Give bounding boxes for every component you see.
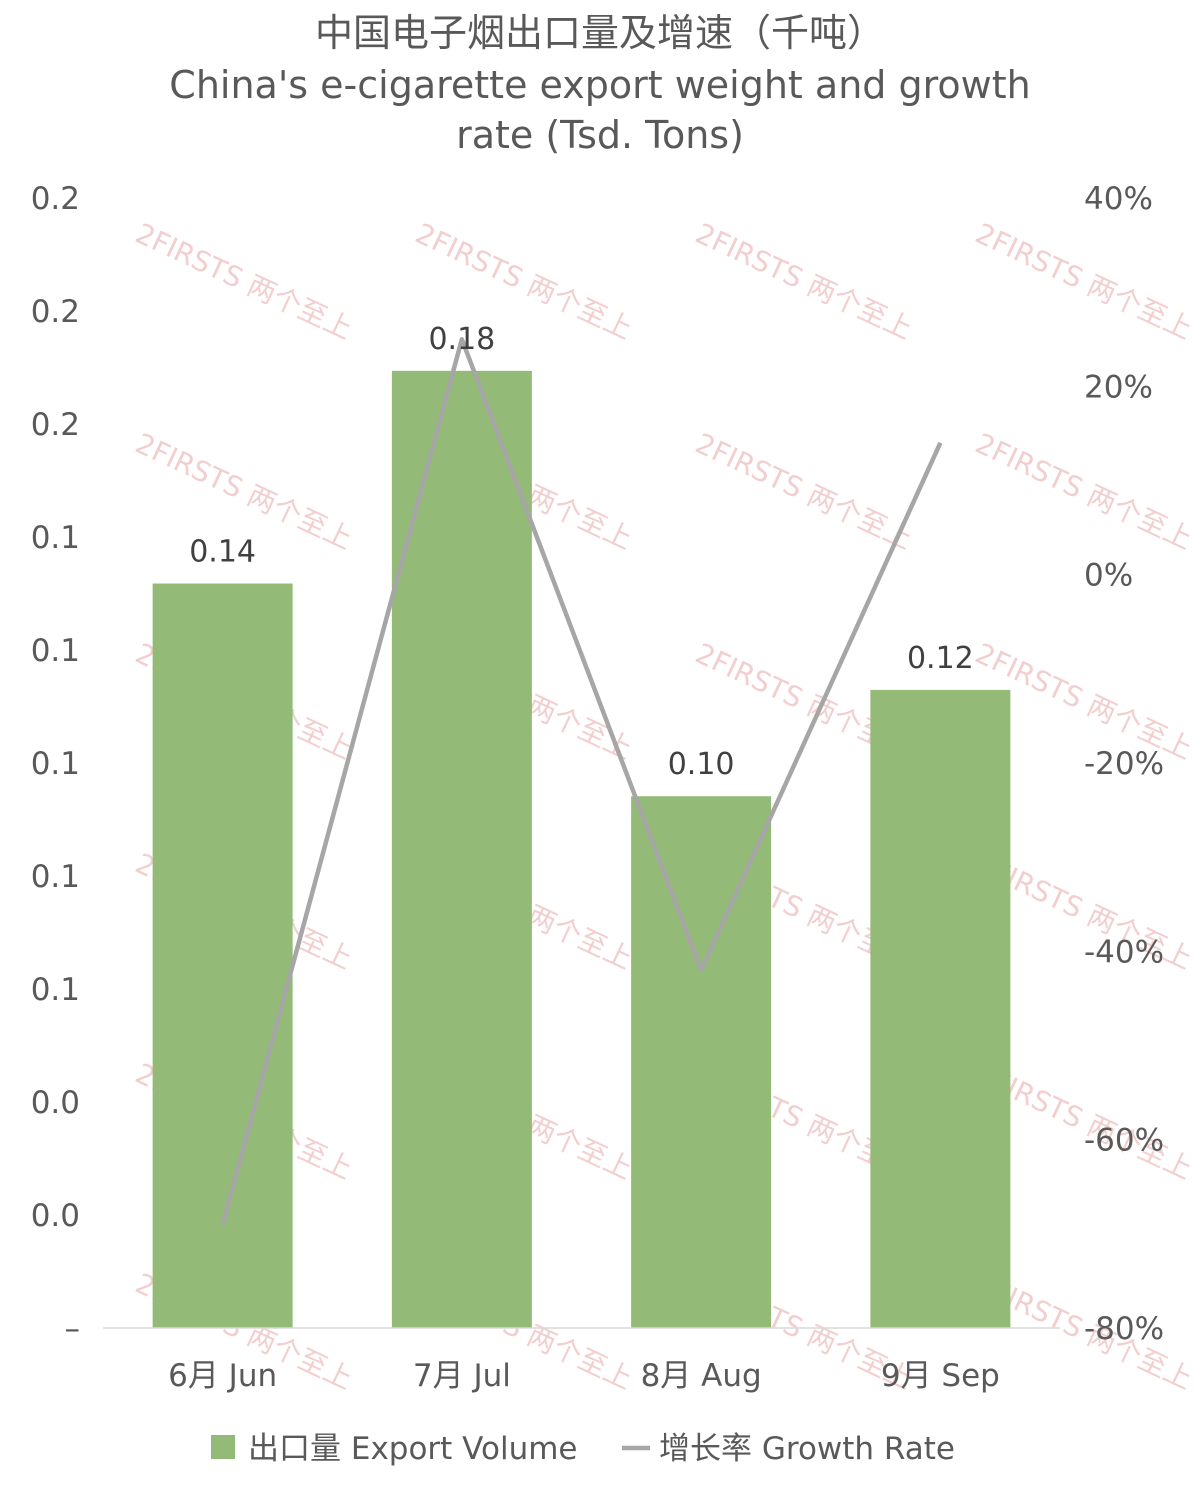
watermark-text: 2FIRSTS 两个至上 (130, 217, 357, 346)
right-axis-tick: -20% (1084, 746, 1164, 782)
left-axis-tick: – (65, 1311, 81, 1347)
legend: 出口量 Export Volume 增长率 Growth Rate (211, 1431, 955, 1467)
right-axis-tick: 0% (1084, 558, 1133, 594)
x-axis-tick: 7月 Jul (413, 1358, 511, 1394)
growth-line-layer (220, 337, 943, 1226)
growth-rate-line (220, 337, 943, 1226)
axes-layer: – 0.0 0.0 0.1 0.1 0.1 0.1 0.1 0.2 0.2 0.2 -80% -60% -… (31, 181, 1164, 1394)
legend-line-label: 增长率 Growth Rate (659, 1431, 955, 1467)
chart-title-en-line2: rate (Tsd. Tons) (456, 113, 744, 157)
left-axis-tick: 0.0 (31, 1198, 80, 1234)
left-axis-tick: 0.2 (31, 407, 80, 443)
watermark-text: 2FIRSTS 两个至上 (690, 427, 917, 556)
watermark-text: 2FIRSTS 两个至上 (970, 217, 1197, 346)
bar-4 (870, 689, 1011, 1328)
data-label-3: 0.10 (668, 747, 735, 782)
x-axis-tick: 8月 Aug (641, 1358, 762, 1394)
data-label-4: 0.12 (907, 641, 974, 676)
left-axis-tick: 0.2 (31, 181, 80, 217)
x-axis-tick: 6月 Jun (168, 1358, 277, 1394)
data-labels-layer: 0.14 0.18 0.10 0.12 (189, 322, 974, 782)
left-axis-tick: 0.2 (31, 294, 80, 330)
left-axis-tick: 0.1 (31, 520, 80, 556)
bars-layer (152, 370, 1011, 1329)
watermark-text: 2FIRSTS 两个至上 (690, 217, 917, 346)
legend-bar-label: 出口量 Export Volume (248, 1431, 577, 1467)
data-label-2: 0.18 (428, 322, 495, 357)
bar-1 (152, 583, 293, 1328)
bar-2 (391, 370, 532, 1329)
left-axis-tick: 0.1 (31, 746, 80, 782)
left-axis-tick: 0.0 (31, 1085, 80, 1121)
chart-title-zh: 中国电子烟出口量及增速（千吨） (314, 11, 885, 55)
watermark-text: 2FIRSTS 两个至上 (970, 427, 1197, 556)
data-label-1: 0.14 (189, 535, 256, 570)
right-axis-tick: -60% (1084, 1123, 1164, 1159)
left-axis-tick: 0.1 (31, 633, 80, 669)
right-axis-tick: -80% (1084, 1311, 1164, 1347)
right-axis-tick: 20% (1084, 369, 1153, 405)
left-axis-tick: 0.1 (31, 859, 80, 895)
bar-3 (631, 796, 772, 1328)
x-axis-tick: 9月 Sep (881, 1358, 1000, 1394)
chart-title-en-line1: China's e-cigarette export weight and gr… (169, 63, 1031, 107)
left-axis-tick: 0.1 (31, 972, 80, 1008)
right-axis-tick: -40% (1084, 934, 1164, 970)
right-axis-tick: 40% (1084, 181, 1153, 217)
legend-bar-swatch (211, 1435, 235, 1459)
